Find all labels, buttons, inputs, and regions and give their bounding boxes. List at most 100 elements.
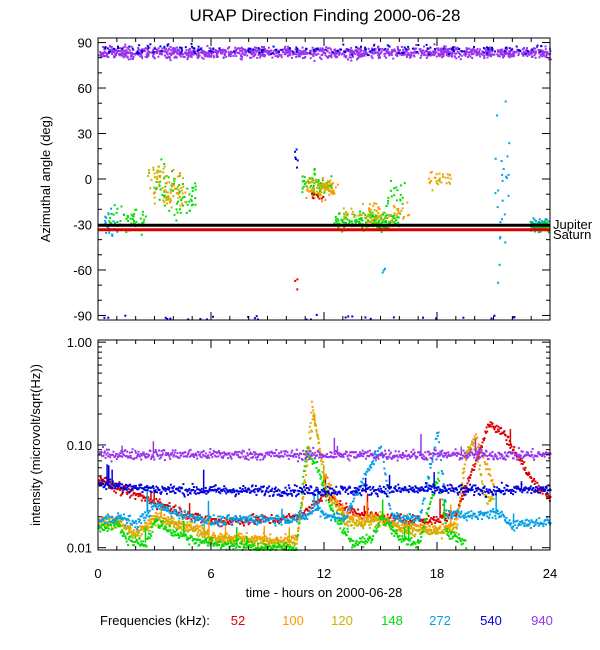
data-point bbox=[326, 56, 329, 59]
data-point bbox=[202, 527, 205, 529]
data-point bbox=[193, 542, 196, 545]
data-point bbox=[314, 500, 317, 503]
data-point bbox=[411, 514, 414, 517]
data-point bbox=[140, 55, 143, 58]
data-point bbox=[224, 51, 227, 54]
data-point bbox=[448, 47, 451, 50]
data-point bbox=[271, 56, 274, 59]
data-point bbox=[348, 53, 351, 56]
data-point bbox=[413, 535, 416, 538]
data-point bbox=[186, 526, 189, 529]
data-point bbox=[465, 452, 468, 455]
data-point bbox=[133, 541, 136, 544]
data-point bbox=[443, 525, 446, 528]
data-point bbox=[338, 53, 340, 56]
data-point bbox=[320, 475, 323, 478]
data-point bbox=[397, 221, 400, 224]
data-point bbox=[320, 496, 323, 499]
data-point bbox=[264, 535, 267, 538]
data-point bbox=[430, 179, 433, 182]
data-point bbox=[181, 523, 184, 526]
data-point bbox=[534, 480, 537, 483]
data-point bbox=[300, 50, 303, 53]
data-point bbox=[536, 226, 539, 229]
data-point bbox=[144, 215, 147, 218]
data-point bbox=[238, 52, 241, 55]
data-point bbox=[334, 500, 336, 503]
data-point bbox=[405, 543, 408, 546]
data-point bbox=[257, 47, 260, 50]
data-point bbox=[243, 539, 245, 542]
data-point bbox=[393, 220, 396, 223]
data-point bbox=[337, 519, 340, 522]
data-point bbox=[186, 203, 189, 206]
data-point bbox=[197, 55, 200, 58]
data-point bbox=[121, 54, 124, 57]
data-point bbox=[435, 47, 438, 50]
data-point bbox=[426, 522, 429, 525]
data-point bbox=[412, 54, 415, 57]
data-point bbox=[131, 51, 134, 54]
data-point bbox=[294, 156, 297, 159]
data-point bbox=[310, 430, 313, 433]
data-point bbox=[140, 51, 143, 54]
data-point bbox=[408, 213, 411, 216]
data-point bbox=[405, 525, 408, 528]
data-point bbox=[392, 520, 394, 523]
data-point bbox=[330, 504, 333, 507]
data-point bbox=[279, 517, 282, 520]
y-tick-label: -30 bbox=[73, 217, 92, 232]
data-point bbox=[442, 51, 445, 54]
data-point bbox=[287, 513, 290, 515]
data-point bbox=[264, 50, 267, 53]
data-point bbox=[349, 520, 352, 523]
data-point bbox=[155, 176, 158, 179]
data-point bbox=[191, 45, 193, 48]
data-point bbox=[372, 535, 375, 538]
data-point bbox=[254, 53, 257, 56]
data-point bbox=[403, 216, 405, 218]
data-point bbox=[343, 53, 346, 56]
data-point bbox=[293, 538, 296, 541]
data-point bbox=[357, 524, 360, 527]
data-point bbox=[476, 456, 479, 459]
data-point bbox=[140, 499, 143, 502]
data-point bbox=[490, 497, 493, 500]
data-point bbox=[125, 519, 128, 521]
data-point bbox=[470, 52, 473, 55]
data-point bbox=[516, 48, 519, 51]
data-point bbox=[318, 184, 321, 187]
data-point bbox=[109, 481, 112, 483]
data-point bbox=[432, 531, 435, 534]
data-point bbox=[117, 487, 120, 490]
data-point bbox=[223, 535, 226, 538]
data-point bbox=[275, 542, 278, 545]
data-point bbox=[453, 48, 456, 51]
data-point bbox=[416, 50, 419, 53]
data-point bbox=[190, 200, 193, 203]
data-point bbox=[185, 534, 187, 537]
data-point bbox=[285, 537, 288, 540]
data-point bbox=[123, 53, 126, 56]
data-point bbox=[420, 54, 423, 57]
data-point bbox=[181, 516, 184, 519]
data-point bbox=[542, 54, 545, 57]
data-point bbox=[395, 53, 398, 56]
data-point bbox=[175, 219, 178, 222]
data-point bbox=[133, 521, 136, 524]
data-point bbox=[491, 478, 494, 481]
data-point bbox=[338, 52, 341, 55]
data-point bbox=[276, 536, 278, 539]
data-point bbox=[481, 50, 484, 53]
data-point bbox=[418, 48, 421, 51]
data-point bbox=[265, 50, 268, 53]
data-point bbox=[401, 527, 404, 529]
data-point bbox=[455, 540, 458, 543]
data-point bbox=[259, 541, 262, 544]
data-point bbox=[190, 528, 193, 530]
data-point bbox=[482, 456, 485, 459]
data-point bbox=[361, 226, 364, 229]
data-point bbox=[298, 49, 301, 52]
data-point bbox=[184, 200, 187, 203]
data-point bbox=[521, 53, 524, 55]
